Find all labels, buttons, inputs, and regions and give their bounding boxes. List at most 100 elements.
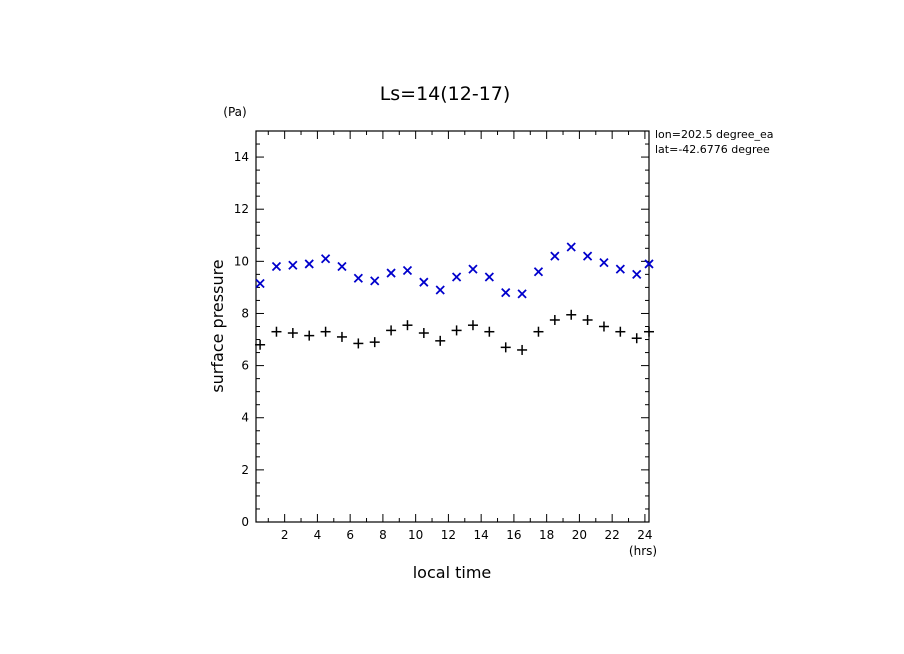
data-point-x-marker bbox=[599, 258, 609, 268]
x-marker-stroke bbox=[550, 251, 560, 261]
data-point-plus-marker bbox=[418, 328, 429, 339]
data-point-x-marker bbox=[288, 260, 298, 270]
data-point-x-marker bbox=[501, 287, 511, 298]
x-marker-stroke bbox=[435, 285, 445, 295]
x-marker-stroke bbox=[402, 265, 413, 276]
y-tick-label: 8 bbox=[241, 306, 249, 320]
data-point-x-marker bbox=[386, 268, 396, 278]
y-tick-label: 12 bbox=[234, 202, 249, 216]
data-point-plus-marker bbox=[500, 342, 511, 353]
data-point-plus-marker bbox=[304, 330, 315, 341]
data-point-x-marker bbox=[419, 277, 429, 287]
x-marker-stroke bbox=[386, 268, 396, 278]
x-tick-label: 16 bbox=[506, 528, 521, 542]
y-tick-label: 10 bbox=[234, 254, 249, 268]
data-point-plus-marker bbox=[255, 339, 266, 350]
data-point-x-marker bbox=[271, 261, 282, 272]
x-marker-stroke bbox=[501, 287, 511, 298]
x-marker-stroke bbox=[370, 276, 380, 286]
data-point-plus-marker bbox=[644, 326, 654, 337]
data-point-plus-marker bbox=[598, 321, 609, 332]
y-tick-label: 14 bbox=[234, 150, 249, 164]
data-point-x-marker bbox=[435, 285, 445, 295]
data-point-x-marker bbox=[533, 267, 544, 277]
data-point-plus-marker bbox=[615, 326, 626, 337]
data-point-plus-marker bbox=[320, 326, 331, 337]
x-marker-stroke bbox=[320, 254, 331, 264]
data-point-plus-marker bbox=[402, 320, 413, 331]
x-tick-label: 22 bbox=[605, 528, 620, 542]
x-marker-stroke bbox=[451, 272, 462, 282]
x-marker-stroke bbox=[337, 261, 347, 272]
data-point-x-marker bbox=[550, 251, 560, 261]
data-point-plus-marker bbox=[566, 309, 577, 320]
data-point-plus-marker bbox=[517, 344, 528, 355]
data-point-plus-marker bbox=[467, 320, 478, 331]
x-marker-stroke bbox=[468, 264, 478, 274]
data-point-plus-marker bbox=[484, 326, 495, 337]
data-point-x-marker bbox=[582, 251, 593, 261]
x-tick-label: 14 bbox=[474, 528, 489, 542]
x-marker-stroke bbox=[632, 269, 642, 280]
x-tick-label: 24 bbox=[637, 528, 652, 542]
data-point-x-marker bbox=[370, 276, 380, 286]
x-tick-label: 12 bbox=[441, 528, 456, 542]
data-point-x-marker bbox=[320, 254, 331, 264]
data-point-plus-marker bbox=[435, 335, 446, 346]
data-point-x-marker bbox=[451, 272, 462, 282]
data-point-x-marker bbox=[632, 269, 642, 280]
data-point-x-marker bbox=[337, 261, 347, 272]
data-point-x-marker bbox=[468, 264, 478, 274]
annotation-lon: lon=202.5 degree_ea bbox=[655, 128, 774, 141]
x-marker-stroke bbox=[615, 264, 625, 274]
x-tick-label: 18 bbox=[539, 528, 554, 542]
x-marker-stroke bbox=[353, 273, 363, 283]
y-tick-label: 6 bbox=[241, 359, 249, 373]
x-marker-stroke bbox=[271, 261, 282, 272]
data-point-plus-marker bbox=[271, 326, 282, 337]
x-unit-label: (hrs) bbox=[629, 544, 657, 558]
data-point-x-marker bbox=[484, 272, 494, 282]
x-marker-stroke bbox=[255, 278, 265, 289]
data-point-x-marker bbox=[402, 265, 413, 276]
data-point-x-marker bbox=[644, 259, 654, 269]
x-marker-stroke bbox=[582, 251, 593, 261]
y-axis-label: surface pressure bbox=[208, 259, 227, 392]
x-marker-stroke bbox=[644, 259, 654, 269]
y-tick-label: 4 bbox=[241, 411, 249, 425]
data-point-plus-marker bbox=[353, 338, 364, 349]
x-marker-stroke bbox=[304, 259, 314, 269]
x-marker-stroke bbox=[288, 260, 298, 270]
y-tick-label: 2 bbox=[241, 463, 249, 477]
chart-title: Ls=14(12-17) bbox=[380, 83, 511, 105]
y-tick-label: 0 bbox=[241, 515, 249, 529]
data-point-plus-marker bbox=[369, 337, 380, 348]
data-point-plus-marker bbox=[451, 325, 462, 336]
data-point-plus-marker bbox=[631, 333, 642, 344]
x-tick-label: 2 bbox=[281, 528, 289, 542]
x-tick-label: 10 bbox=[408, 528, 423, 542]
data-point-x-marker bbox=[255, 278, 265, 289]
x-axis-label: local time bbox=[413, 563, 492, 582]
x-tick-label: 4 bbox=[314, 528, 322, 542]
data-point-x-marker bbox=[517, 289, 527, 299]
x-marker-stroke bbox=[484, 272, 494, 282]
y-unit-label: (Pa) bbox=[223, 105, 246, 119]
x-tick-label: 8 bbox=[379, 528, 387, 542]
x-marker-stroke bbox=[599, 258, 609, 268]
data-point-plus-marker bbox=[533, 326, 544, 337]
x-marker-stroke bbox=[517, 289, 527, 299]
data-point-plus-marker bbox=[386, 325, 397, 336]
data-point-x-marker bbox=[353, 273, 363, 283]
marks-layer bbox=[255, 242, 654, 355]
data-point-x-marker bbox=[304, 259, 314, 269]
annotation-lat: lat=-42.6776 degree bbox=[655, 143, 770, 156]
data-point-x-marker bbox=[566, 242, 576, 252]
x-tick-label: 6 bbox=[346, 528, 354, 542]
x-marker-stroke bbox=[566, 242, 576, 252]
data-point-plus-marker bbox=[549, 314, 560, 325]
data-point-x-marker bbox=[615, 264, 625, 274]
x-marker-stroke bbox=[419, 277, 429, 287]
data-point-plus-marker bbox=[336, 331, 347, 342]
